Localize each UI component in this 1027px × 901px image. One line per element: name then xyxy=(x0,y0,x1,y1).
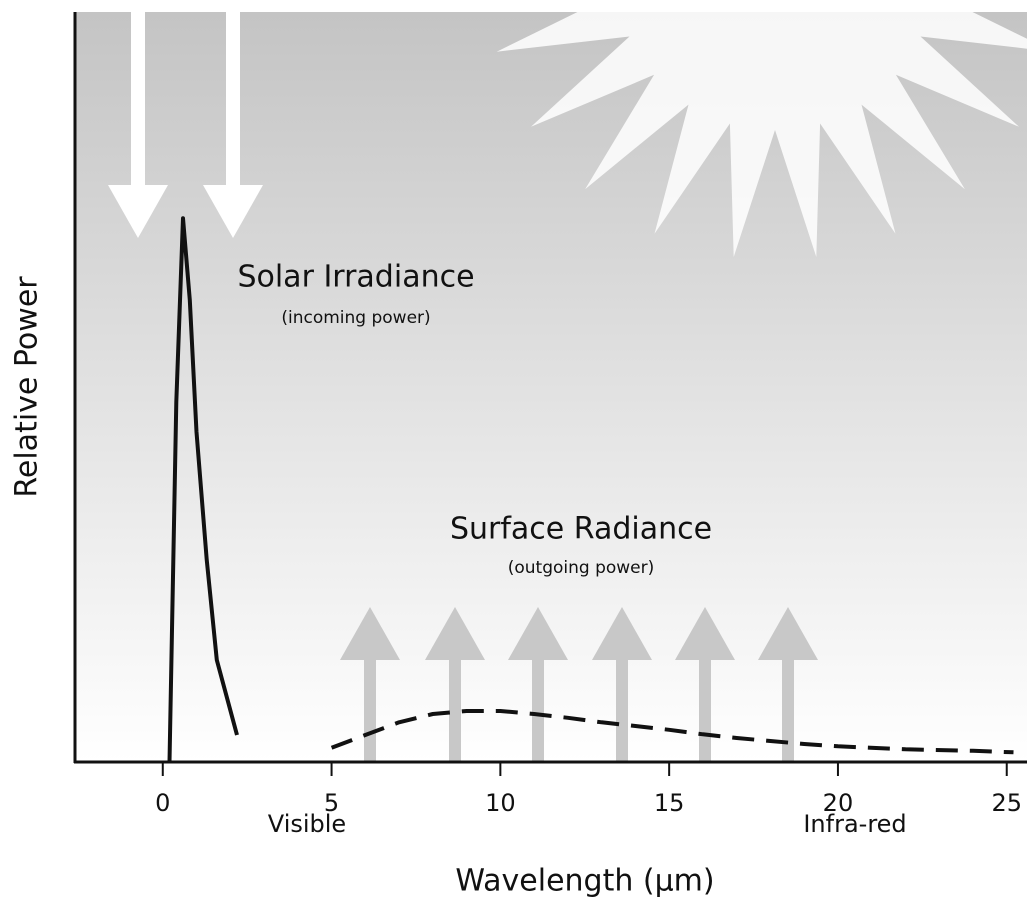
region-label: Infra-red xyxy=(803,810,906,838)
arrow-shaft xyxy=(226,12,240,187)
arrow-head xyxy=(340,607,400,660)
arrow-shaft xyxy=(616,655,628,761)
region-label: Visible xyxy=(268,810,346,838)
arrow-head xyxy=(758,607,818,660)
arrow-shaft xyxy=(699,655,711,761)
x-tick-label: 25 xyxy=(991,789,1022,817)
arrow-shaft xyxy=(131,12,145,187)
arrow-head xyxy=(592,607,652,660)
arrow-head xyxy=(108,185,168,238)
arrow-head xyxy=(508,607,568,660)
annotation-subtitle: (incoming power) xyxy=(281,308,430,328)
sun-shape xyxy=(496,0,1027,257)
arrow-head xyxy=(203,185,263,238)
annotation-title: Surface Radiance xyxy=(450,512,712,547)
arrow-shaft xyxy=(532,655,544,761)
x-tick-label: 0 xyxy=(155,789,170,817)
sun xyxy=(496,0,1027,257)
x-tick-label: 20 xyxy=(823,789,854,817)
x-tick-label: 15 xyxy=(654,789,685,817)
arrow-shaft xyxy=(782,655,794,761)
incoming-arrows xyxy=(108,12,263,238)
arrow-head xyxy=(425,607,485,660)
annotation-subtitle: (outgoing power) xyxy=(508,558,655,578)
arrow-head xyxy=(675,607,735,660)
arrow-shaft xyxy=(449,655,461,761)
outgoing-arrows xyxy=(340,607,818,761)
x-axis-title: Wavelength (μm) xyxy=(455,864,714,899)
x-tick-label: 5 xyxy=(324,789,339,817)
y-axis-title: Relative Power xyxy=(10,276,45,498)
x-tick-label: 10 xyxy=(485,789,516,817)
data-line xyxy=(167,216,239,763)
annotation-title: Solar Irradiance xyxy=(237,260,474,295)
data-line xyxy=(330,709,1014,755)
arrow-shaft xyxy=(364,655,376,761)
